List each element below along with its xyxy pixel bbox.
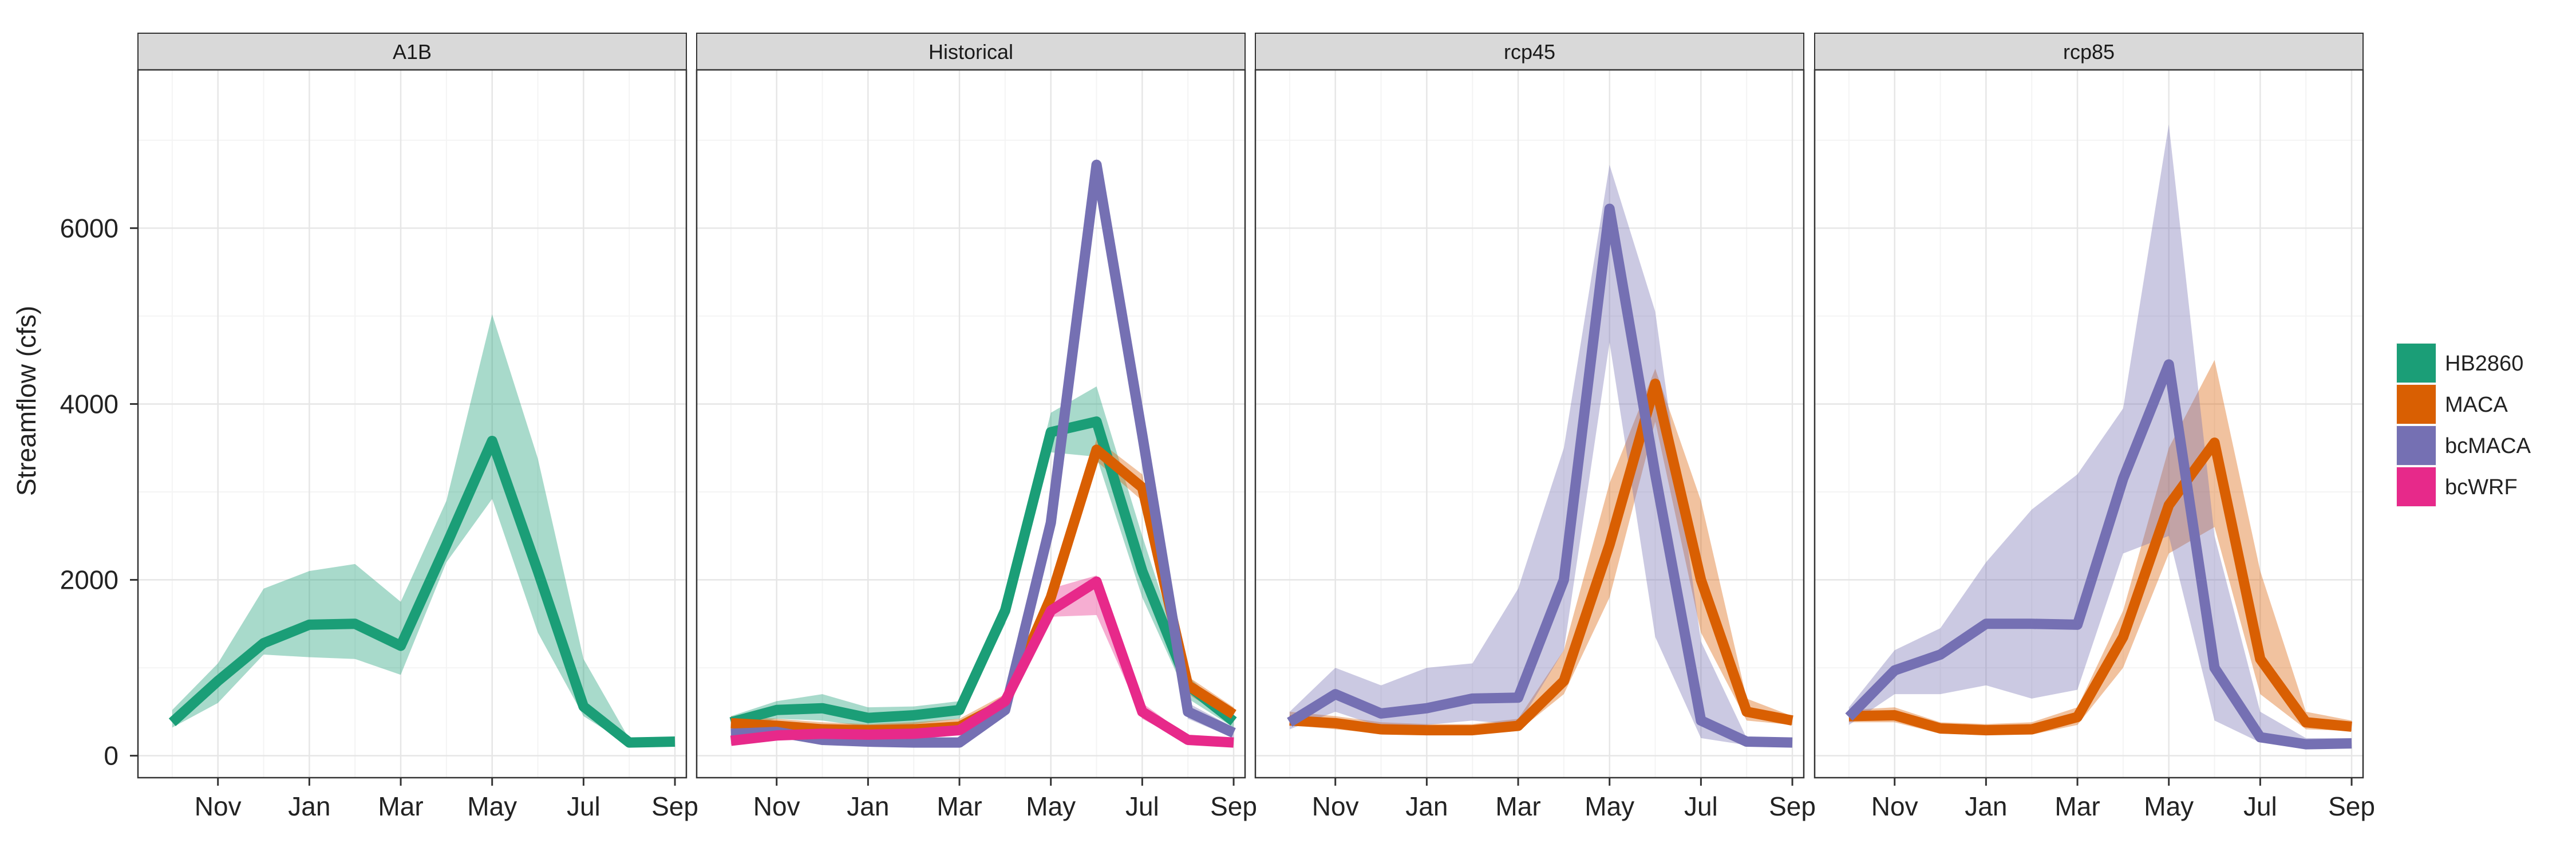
series-line-bcmaca (1845, 359, 2352, 750)
x-tick-label: Sep (2328, 791, 2375, 821)
x-tick-label: Nov (195, 791, 242, 821)
panel-background (1815, 70, 2363, 778)
panel-strip (137, 33, 687, 70)
x-tick-label: May (467, 791, 517, 821)
x-tick-label: Sep (651, 791, 698, 821)
panel-background (697, 70, 1245, 778)
x-tick-label: Jul (1125, 791, 1159, 821)
panel-title: A1B (393, 40, 432, 64)
panel-historical: Historical Nov Jan Mar May Jul Sep (696, 33, 1257, 821)
ribbon-bcmaca (1289, 164, 1793, 746)
x-tick-label: Jul (567, 791, 600, 821)
series-line-hb2860 (729, 416, 1237, 727)
panel-title: Historical (929, 40, 1013, 64)
ribbon-maca (1289, 369, 1793, 735)
legend-label: bcWRF (2445, 475, 2518, 499)
legend-label: MACA (2445, 393, 2508, 417)
x-tick-label: Sep (1210, 791, 1257, 821)
panel-strip (1255, 33, 1804, 70)
x-tick-label: Mar (378, 791, 423, 821)
legend-swatch (2397, 467, 2436, 506)
y-tick-label: 2000 (60, 565, 118, 595)
x-tick-label: Nov (1312, 791, 1359, 821)
panel-title: rcp85 (2063, 40, 2115, 64)
panel-strip (1814, 33, 2364, 70)
legend-key-maca: MACA (2395, 383, 2508, 425)
x-tick-label: May (2144, 791, 2194, 821)
y-tick-label: 4000 (60, 389, 118, 419)
panel-border (1254, 69, 1805, 779)
x-tick-label: Mar (937, 791, 982, 821)
panel-rcp45: rcp45 Nov Jan Mar May Jul Sep (1254, 33, 1816, 821)
x-tick-label: May (1585, 791, 1634, 821)
x-tick-label: Jan (1965, 791, 2007, 821)
x-tick-label: Jul (2243, 791, 2277, 821)
legend-key-hb2860: HB2860 (2395, 342, 2523, 384)
x-tick-label: Jul (1684, 791, 1718, 821)
x-tick-label: Jan (288, 791, 330, 821)
x-tick-label: Nov (1871, 791, 1918, 821)
legend-label: HB2860 (2445, 352, 2523, 376)
series-line-bcmaca (1287, 203, 1793, 748)
legend-swatch (2397, 426, 2436, 465)
legend-swatch (2397, 385, 2436, 424)
x-tick-label: Sep (1769, 791, 1816, 821)
series-line-maca (1289, 379, 1793, 736)
panel-a1b: A1B Nov Jan Mar May Jul Sep (137, 33, 698, 821)
x-tick-label: Jan (847, 791, 889, 821)
legend-key-bcwrf: bcWRF (2395, 466, 2518, 508)
x-tick-label: May (1026, 791, 1076, 821)
series-line-hb2860 (168, 435, 675, 748)
y-axis-title: Streamflow (cfs) (11, 306, 41, 496)
legend-key-bcmaca: bcMACA (2395, 424, 2531, 467)
ribbon-maca (1848, 360, 2352, 735)
y-tick-label: 0 (104, 741, 118, 771)
x-tick-label: Nov (753, 791, 800, 821)
ribbon-bcmaca (1848, 124, 2352, 747)
series-line-bcwrf (730, 576, 1234, 748)
panel-strip (696, 33, 1246, 70)
panel-border (1814, 69, 2364, 779)
x-tick-label: Mar (2055, 791, 2100, 821)
legend-swatch (2397, 344, 2436, 383)
panel-border (696, 69, 1246, 779)
legend-label: bcMACA (2445, 434, 2531, 458)
y-tick-label: 6000 (60, 213, 118, 243)
panel-border (137, 69, 688, 779)
panel-rcp85: rcp85 Nov Jan Mar May Jul Sep (1814, 33, 2375, 821)
x-tick-label: Jan (1405, 791, 1448, 821)
x-tick-label: Mar (1495, 791, 1540, 821)
legend: HB2860 MACA bcMACA bcWRF (2395, 342, 2531, 508)
series-line-maca (1848, 438, 2352, 736)
ribbon-hb2860 (172, 314, 675, 746)
panel-title: rcp45 (1504, 40, 1555, 64)
panel-background (138, 70, 686, 778)
